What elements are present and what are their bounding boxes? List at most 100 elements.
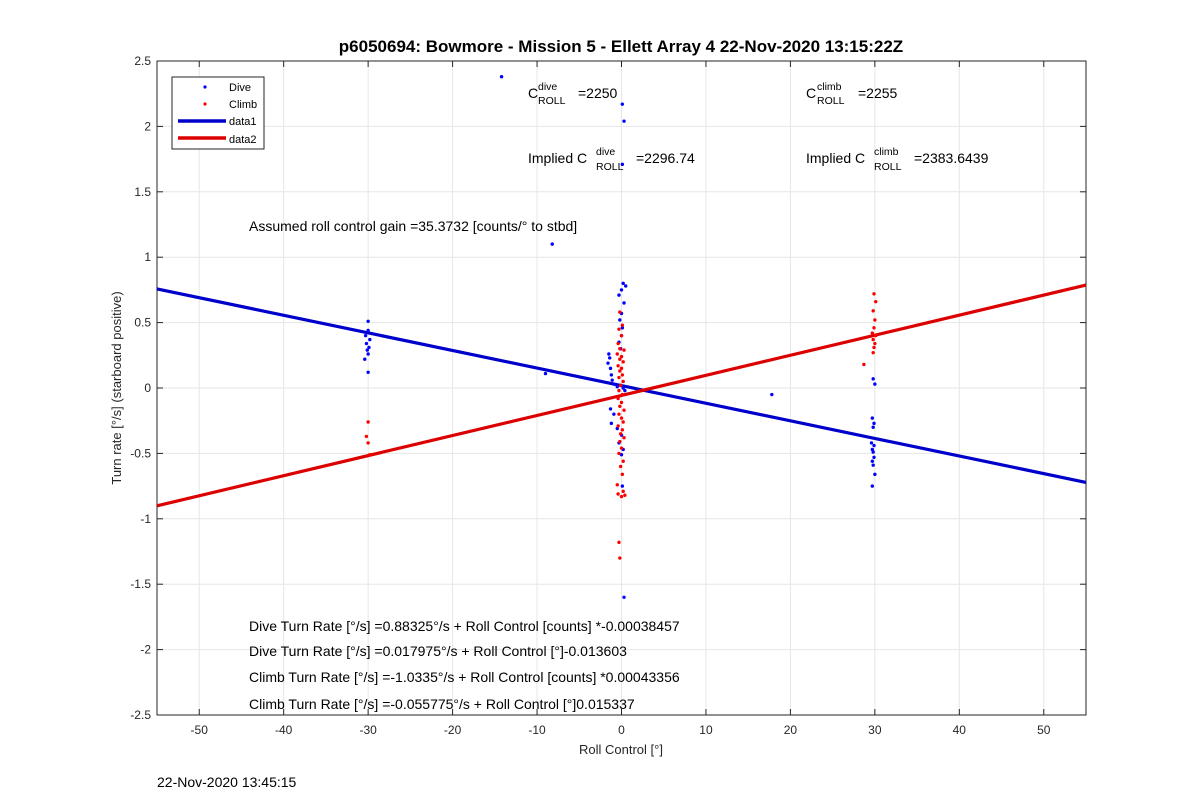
y-tick-label: -1 [140, 512, 151, 526]
dive-point [869, 441, 874, 445]
axis-ticks: -50 -40 -30 -20 -10 0 10 20 30 40 50-2.5-2-1.5-1-0… [130, 54, 1086, 737]
climb-point [872, 292, 876, 296]
climb-point [616, 492, 620, 496]
y-tick-label: 2 [144, 119, 151, 133]
climb-point [615, 483, 619, 487]
dive-point [873, 472, 877, 477]
y-tick-label: 0.5 [134, 316, 151, 330]
dive-point [619, 288, 624, 292]
x-tick-label: -50 [191, 723, 209, 737]
climb-point [619, 333, 624, 338]
y-tick-label: 0 [144, 381, 151, 395]
footer-timestamp: 22-Nov-2020 13:45:15 [157, 774, 297, 790]
climb-point [871, 309, 875, 313]
climb-point [366, 441, 370, 445]
climb-point [619, 400, 624, 405]
y-tick-label: 1 [144, 250, 151, 264]
dive-point [617, 293, 621, 297]
dive-point [618, 318, 622, 322]
dive-point [870, 416, 875, 420]
dive-point [872, 421, 876, 426]
climb-point [618, 432, 623, 436]
fit-line-text: Climb Turn Rate [°/s] =-1.0335°/s + Roll… [249, 669, 680, 685]
legend-climb-marker [203, 102, 207, 106]
dive-point [620, 162, 625, 167]
dive-point [620, 484, 625, 488]
climb-point [870, 331, 875, 335]
dive-point [872, 455, 876, 460]
climb-point [617, 412, 621, 416]
dive-point [621, 281, 625, 286]
climb-point [616, 364, 620, 368]
x-tick-label: 0 [618, 723, 625, 737]
y-tick-label: 2.5 [134, 54, 151, 68]
climb-point [619, 366, 624, 371]
climb-point [618, 347, 622, 351]
climb-point [620, 392, 625, 397]
climb-point [871, 337, 875, 342]
climb-point [621, 420, 625, 424]
dive-point [543, 371, 548, 376]
x-tick-label: -40 [275, 723, 293, 737]
dive-point [871, 450, 875, 454]
dive-point [622, 595, 626, 599]
climb-point [618, 439, 622, 444]
climb-point [616, 341, 620, 346]
dive-point [619, 453, 624, 457]
dive-point [621, 386, 625, 390]
climb-point [622, 408, 626, 412]
climb-point [615, 352, 619, 356]
dive-point [607, 352, 611, 356]
dive-point [606, 361, 610, 365]
x-tick-label: 10 [699, 723, 713, 737]
legend-dive-label: Dive [229, 82, 251, 94]
climb-point [618, 404, 622, 409]
dive-point [608, 366, 613, 371]
climb-point [619, 354, 624, 359]
dive-point [870, 447, 875, 452]
dive-point [871, 377, 875, 381]
climb-point [622, 436, 626, 440]
dive-point [871, 463, 875, 467]
y-tick-label: -2.5 [130, 708, 151, 722]
climb-point [616, 396, 620, 401]
dive-point [363, 333, 368, 338]
fit-line-text: Climb Turn Rate [°/s] =-0.055775°/s + Ro… [249, 696, 635, 712]
gain-annotation: Assumed roll control gain =35.3732 [coun… [249, 218, 577, 234]
x-tick-label: 30 [868, 723, 882, 737]
dive-point [363, 357, 367, 361]
legend: Dive Climb data1 data2 [171, 76, 265, 150]
dive-point [620, 102, 625, 106]
dive-point [367, 345, 371, 350]
dive-point [610, 378, 614, 382]
x-tick-label: 40 [953, 723, 967, 737]
x-tick-label: 20 [784, 723, 798, 737]
dive-point [364, 341, 369, 346]
dive-point [368, 337, 372, 342]
dive-point [365, 348, 369, 352]
climb-point [618, 357, 622, 361]
dive-point [499, 74, 504, 79]
climb-point [620, 323, 625, 327]
climb-point [874, 299, 878, 304]
climb-point [617, 375, 621, 380]
dive-point [770, 392, 774, 397]
legend-data2-label: data2 [229, 134, 257, 146]
climb-point [871, 350, 875, 355]
climb-point [618, 369, 622, 373]
y-tick-label: 1.5 [134, 185, 151, 199]
dive-point [622, 301, 626, 305]
climb-point [621, 459, 625, 463]
legend-climb-label: Climb [229, 99, 257, 111]
x-tick-label: 50 [1037, 723, 1051, 737]
climb-point [368, 453, 372, 457]
dive-point [608, 407, 613, 411]
climb-point [873, 341, 877, 346]
y-tick-label: -0.5 [130, 446, 151, 460]
climb-point [617, 388, 621, 393]
dive-point [615, 426, 619, 431]
dive-point [873, 382, 877, 386]
dive-point [870, 459, 875, 463]
climb-point [623, 493, 627, 497]
